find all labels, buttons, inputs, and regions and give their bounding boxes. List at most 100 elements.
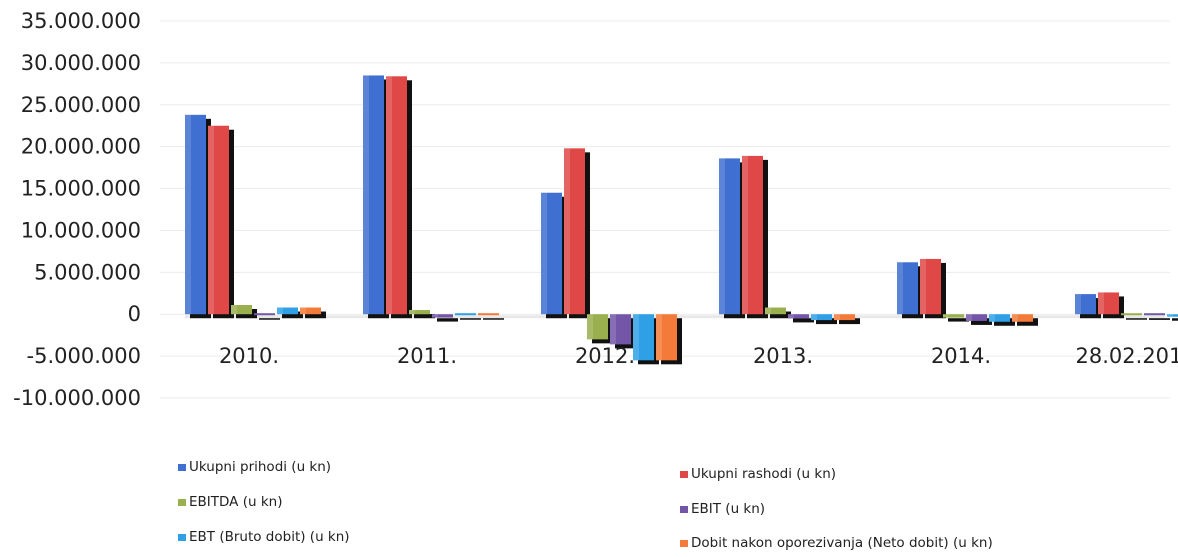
x-tick-label: 2014. <box>931 344 991 368</box>
bar-5-4 <box>1012 314 1033 322</box>
bar-highlight <box>185 114 191 315</box>
x-tick-label: 2010. <box>219 344 279 368</box>
bar-5-0 <box>300 307 321 315</box>
bar-shadow <box>437 318 458 322</box>
bar-highlight <box>564 148 570 315</box>
bar-highlight <box>277 307 283 315</box>
bar-1-5 <box>1098 292 1119 315</box>
bar-5-2 <box>656 314 677 361</box>
x-tick-label: 2011. <box>397 344 457 368</box>
bar-shadow <box>1126 318 1147 320</box>
bar-highlight <box>1098 292 1104 315</box>
bar-5-3 <box>834 314 855 321</box>
bar-4-4 <box>989 314 1010 322</box>
bar-shadow <box>305 311 326 319</box>
bar-5-1 <box>478 313 499 316</box>
bar-3-3 <box>788 314 809 319</box>
bar-3-5 <box>1144 313 1165 316</box>
bar-highlight <box>610 314 616 345</box>
bar-highlight <box>541 192 547 315</box>
bar-highlight <box>633 314 639 361</box>
bar-3-4 <box>966 314 987 321</box>
bar-1-2 <box>564 148 585 315</box>
bar-0-4 <box>897 262 918 315</box>
bar-shadow <box>483 318 504 320</box>
y-tick-label: 20.000.000 <box>21 135 141 159</box>
bar-shadow <box>793 318 814 323</box>
bar-2-5 <box>1121 313 1142 316</box>
bar-highlight <box>1012 314 1018 322</box>
bar-3-0 <box>254 313 275 316</box>
bar-highlight <box>363 75 369 315</box>
bar-highlight <box>765 307 771 315</box>
bar-1-0 <box>208 125 229 315</box>
bar-highlight <box>1167 314 1173 317</box>
bar-highlight <box>920 258 926 315</box>
bar-highlight <box>834 314 840 321</box>
bar-shadow <box>460 318 481 320</box>
bar-highlight <box>1075 294 1081 315</box>
bar-highlight <box>989 314 995 322</box>
bar-0-5 <box>1075 294 1096 315</box>
bar-highlight <box>587 314 593 340</box>
y-tick-label: 0 <box>128 302 141 326</box>
bar-2-3 <box>765 307 786 315</box>
bar-highlight <box>300 307 306 315</box>
bar-highlight <box>409 310 415 315</box>
bar-4-1 <box>455 313 476 316</box>
bar-0-1 <box>363 75 384 315</box>
y-tick-label: -10.000.000 <box>13 386 141 410</box>
bar-0-0 <box>185 114 206 315</box>
bar-3-2 <box>610 314 631 345</box>
bar-highlight <box>811 314 817 321</box>
bar-4-0 <box>277 307 298 315</box>
bar-2-2 <box>587 314 608 340</box>
bar-2-0 <box>231 305 252 315</box>
bar-4-2 <box>633 314 654 361</box>
y-tick-label: 25.000.000 <box>21 93 141 117</box>
x-tick-label: 2013. <box>753 344 813 368</box>
bar-1-4 <box>920 258 941 315</box>
bar-shadow <box>1149 318 1170 320</box>
bar-highlight <box>432 314 438 318</box>
y-tick-label: -5.000.000 <box>27 344 141 368</box>
bar-shadow <box>1172 318 1178 321</box>
y-tick-label: 35.000.000 <box>21 9 141 33</box>
bar-highlight <box>656 314 662 361</box>
y-tick-label: 5.000.000 <box>34 260 141 284</box>
bar-0-2 <box>541 192 562 315</box>
bar-shadow <box>282 311 303 319</box>
y-tick-label: 10.000.000 <box>21 218 141 242</box>
x-tick-label: 28.02.2015. <box>1076 344 1178 368</box>
bar-shadow <box>816 318 837 325</box>
bar-2-4 <box>943 314 964 318</box>
bar-shadow <box>971 318 992 325</box>
bar-shadow <box>994 318 1015 326</box>
bar-highlight <box>231 305 237 315</box>
x-tick-label: 2012. <box>575 344 635 368</box>
bar-shadow <box>948 318 969 322</box>
bar-highlight <box>208 125 214 315</box>
bar-highlight <box>897 262 903 315</box>
bar-highlight <box>966 314 972 321</box>
bar-shadow <box>1017 318 1038 326</box>
y-tick-label: 15.000.000 <box>21 177 141 201</box>
bar-highlight <box>943 314 949 318</box>
bar-0-3 <box>719 158 740 315</box>
bar-shadow <box>839 318 860 325</box>
bar-3-1 <box>432 314 453 318</box>
bar-shadow <box>414 314 435 319</box>
bar-1-1 <box>386 76 407 315</box>
bar-4-3 <box>811 314 832 321</box>
y-tick-label: 30.000.000 <box>21 51 141 75</box>
bar-shadow <box>770 311 791 319</box>
bar-highlight <box>386 76 392 315</box>
bar-1-3 <box>742 155 763 315</box>
bar-highlight <box>719 158 725 315</box>
bar-shadow <box>259 318 280 320</box>
bar-highlight <box>742 155 748 315</box>
bar-2-1 <box>409 310 430 315</box>
bar-4-5 <box>1167 314 1178 317</box>
bar-highlight <box>788 314 794 319</box>
